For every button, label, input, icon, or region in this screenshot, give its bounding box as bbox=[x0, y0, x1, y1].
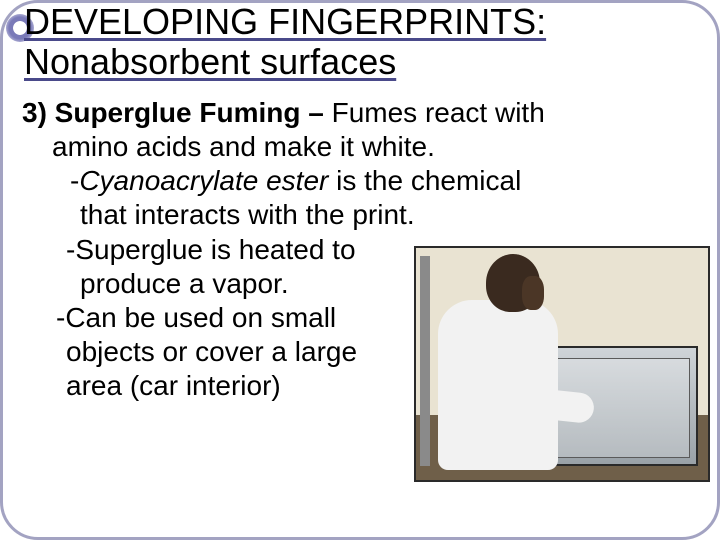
body-line-3-rest: is the chemical bbox=[328, 165, 521, 196]
photo-superglue-fuming bbox=[414, 246, 710, 482]
body-line-3-dash: - bbox=[70, 165, 79, 196]
photo-person-face bbox=[522, 276, 544, 310]
body-line-3-ital: Cyanoacrylate ester bbox=[79, 165, 328, 196]
body-line-1-bold: 3) Superglue Fuming – bbox=[22, 97, 324, 128]
body-line-3: -Cyanoacrylate ester is the chemical bbox=[70, 164, 702, 198]
body-line-1-rest: Fumes react with bbox=[324, 97, 545, 128]
body-line-2: amino acids and make it white. bbox=[52, 130, 702, 164]
slide-title: DEVELOPING FINGERPRINTS: Nonabsorbent su… bbox=[24, 2, 704, 81]
body-line-1: 3) Superglue Fuming – Fumes react with bbox=[22, 96, 702, 130]
title-line-1: DEVELOPING FINGERPRINTS: bbox=[24, 2, 704, 42]
photo-pipe bbox=[420, 256, 430, 466]
title-line-2: Nonabsorbent surfaces bbox=[24, 42, 704, 82]
photo-person-coat bbox=[438, 300, 558, 470]
body-line-4: that interacts with the print. bbox=[80, 198, 702, 232]
